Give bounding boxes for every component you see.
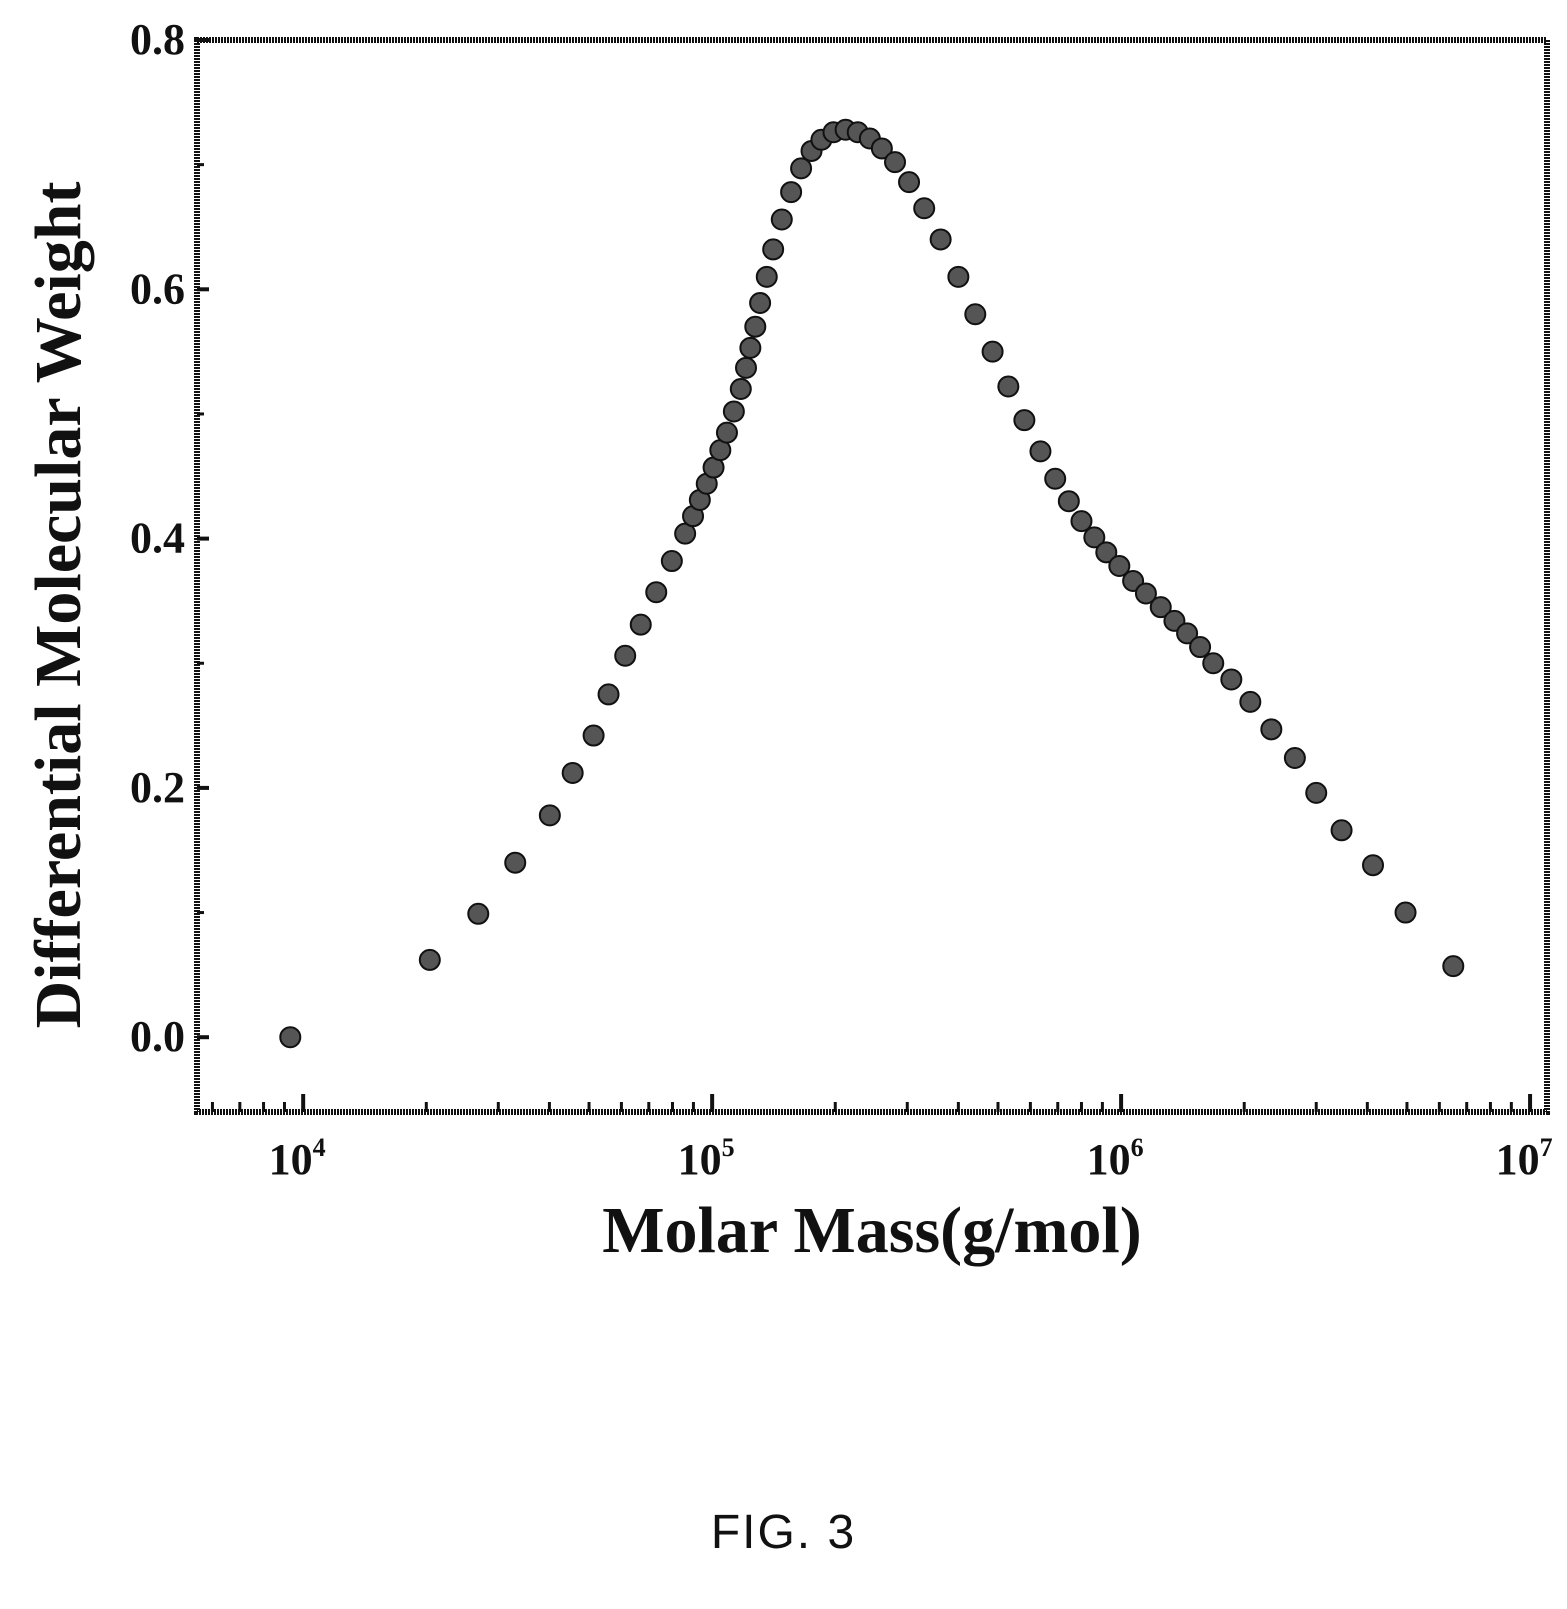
data-point xyxy=(1013,409,1036,432)
x-tick-label: 107 xyxy=(1496,1133,1553,1184)
data-point xyxy=(715,421,738,444)
data-point xyxy=(981,340,1004,363)
data-point xyxy=(597,683,620,706)
data-point xyxy=(1305,781,1328,804)
data-point xyxy=(780,181,803,204)
data-point xyxy=(582,724,605,747)
data-point xyxy=(744,315,767,338)
x-tick-label: 104 xyxy=(269,1133,326,1184)
y-axis-ticks xyxy=(197,38,209,1040)
data-point xyxy=(790,157,813,180)
data-point xyxy=(898,171,921,194)
x-axis-title: Molar Mass(g/mol) xyxy=(602,1194,1142,1267)
y-axis-title: Differential Molecular Weight xyxy=(22,182,95,1029)
data-point xyxy=(964,303,987,326)
x-tick-label: 105 xyxy=(678,1133,735,1184)
data-point xyxy=(1189,636,1212,659)
data-point xyxy=(660,550,683,573)
data-point xyxy=(947,265,970,288)
data-point xyxy=(735,356,758,379)
data-point xyxy=(770,208,793,231)
data-point xyxy=(1220,668,1243,691)
data-point xyxy=(279,1026,302,1049)
data-point xyxy=(561,761,584,784)
data-point xyxy=(1044,467,1067,490)
data-point xyxy=(1394,901,1417,924)
data-point xyxy=(1283,746,1306,769)
data-point xyxy=(1239,690,1262,713)
data-point xyxy=(1083,526,1106,549)
y-tick-label: 0.2 xyxy=(130,763,185,812)
data-point xyxy=(1442,955,1465,978)
data-point xyxy=(629,613,652,636)
data-point xyxy=(614,644,637,667)
data-point xyxy=(467,902,490,925)
plot-frame xyxy=(194,37,1550,1115)
data-point xyxy=(1029,440,1052,463)
data-point xyxy=(1108,555,1131,578)
data-point xyxy=(929,228,952,251)
data-point xyxy=(1330,819,1353,842)
data-point xyxy=(504,851,527,874)
y-tick-label: 0.4 xyxy=(130,514,185,563)
data-point xyxy=(1176,622,1199,645)
data-point xyxy=(884,151,907,174)
data-point xyxy=(1362,854,1385,877)
x-axis-tick-labels: 104 105 106 107 xyxy=(269,1133,1553,1184)
y-tick-label: 0.0 xyxy=(130,1012,185,1061)
data-point xyxy=(870,137,893,160)
data-point xyxy=(418,948,441,971)
data-point xyxy=(1134,582,1157,605)
data-point xyxy=(1070,510,1093,533)
data-point xyxy=(1095,541,1118,564)
data-point xyxy=(913,197,936,220)
data-point xyxy=(1149,596,1172,619)
data-point xyxy=(762,238,785,261)
figure-caption: FIG. 3 xyxy=(710,1506,857,1559)
data-point xyxy=(739,336,762,359)
data-point xyxy=(997,375,1020,398)
data-points xyxy=(279,118,1465,1049)
data-point xyxy=(645,581,668,604)
data-point xyxy=(729,378,752,401)
chart: 0.0 0.2 0.4 0.6 0.8 104 105 106 107 Molar Mass(… xyxy=(22,15,1553,1267)
data-point xyxy=(538,804,561,827)
data-point xyxy=(1260,718,1283,741)
y-tick-label: 0.8 xyxy=(130,15,185,64)
data-point xyxy=(755,265,778,288)
x-axis-ticks xyxy=(210,1094,1533,1112)
data-point xyxy=(1202,652,1225,675)
data-point xyxy=(722,400,745,423)
y-tick-label: 0.6 xyxy=(130,264,185,313)
data-point xyxy=(749,292,772,315)
data-point xyxy=(1057,490,1080,513)
x-tick-label: 106 xyxy=(1087,1133,1144,1184)
y-axis-tick-labels: 0.0 0.2 0.4 0.6 0.8 xyxy=(130,15,185,1061)
